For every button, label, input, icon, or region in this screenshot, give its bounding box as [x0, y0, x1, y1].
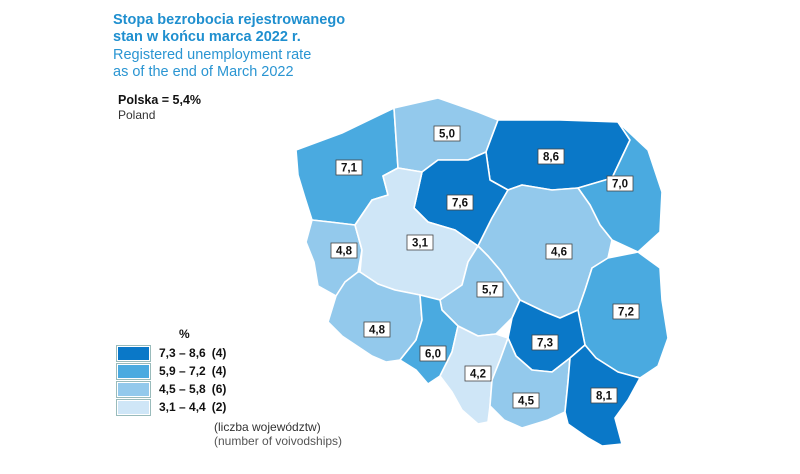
- value-label-malopolskie: 4,5: [512, 392, 540, 409]
- legend-note-polish: (liczba województw): [214, 420, 321, 434]
- region-opolskie: [399, 294, 459, 385]
- legend-swatch: [116, 344, 151, 362]
- value-box-warminsko-mazurskie: [537, 148, 565, 165]
- value-box-pomorskie: [433, 125, 461, 142]
- country-name-english: Poland: [118, 108, 156, 122]
- map-title-english: Registered unemployment rate as of the e…: [113, 47, 413, 81]
- value-text-lubuskie: 4,8: [336, 246, 353, 258]
- map-title-polish: Stopa bezrobocia rejestrowanego stan w k…: [113, 12, 413, 46]
- value-label-lubuskie: 4,8: [330, 242, 358, 259]
- legend-swatch: [116, 380, 151, 398]
- value-box-kujawsko-pomorskie: [446, 194, 474, 211]
- value-box-opolskie: [419, 345, 447, 362]
- value-text-wielkopolskie: 3,1: [412, 238, 429, 250]
- value-labels: 7,1 5,0 8,6 7,0 7,6 4,8 3,1 4,6: [330, 125, 640, 409]
- value-box-podlaskie: [606, 175, 634, 192]
- legend-range: 5,9 – 7,2: [159, 364, 206, 378]
- legend-item: 4,5 – 5,8 (6): [116, 380, 227, 398]
- value-box-zachodniopomorskie: [335, 159, 363, 176]
- value-box-swietokrzyskie: [531, 334, 559, 351]
- value-box-lodzkie: [476, 281, 504, 298]
- value-box-wielkopolskie: [406, 234, 434, 251]
- title-polish-line-1: Stopa bezrobocia rejestrowanego: [113, 12, 346, 28]
- value-box-lubuskie: [330, 242, 358, 259]
- title-polish-line-2: stan w końcu marca 2022 r.: [113, 29, 301, 45]
- value-text-zachodniopomorskie: 7,1: [341, 163, 358, 175]
- value-text-slaskie: 4,2: [470, 369, 486, 381]
- value-box-podkarpackie: [590, 387, 618, 404]
- value-label-slaskie: 4,2: [464, 365, 492, 382]
- value-box-malopolskie: [512, 392, 540, 409]
- value-text-dolnoslaskie: 4,8: [369, 325, 386, 337]
- legend-item: 5,9 – 7,2 (4): [116, 362, 227, 380]
- legend-count: (6): [211, 382, 227, 396]
- value-label-pomorskie: 5,0: [433, 125, 461, 142]
- value-label-lubelskie: 7,2: [612, 303, 640, 320]
- value-label-swietokrzyskie: 7,3: [531, 334, 559, 351]
- value-label-lodzkie: 5,7: [476, 281, 504, 298]
- value-label-dolnoslaskie: 4,8: [363, 321, 391, 338]
- value-box-slaskie: [464, 365, 492, 382]
- value-box-mazowieckie: [545, 243, 573, 260]
- legend-swatch: [116, 398, 151, 416]
- value-text-mazowieckie: 4,6: [551, 247, 567, 259]
- value-text-swietokrzyskie: 7,3: [537, 338, 553, 350]
- legend-range: 4,5 – 5,8: [159, 382, 206, 396]
- value-text-lodzkie: 5,7: [482, 285, 498, 297]
- value-text-warminsko-mazurskie: 8,6: [543, 152, 559, 164]
- legend-swatch: [116, 362, 151, 380]
- value-text-podlaskie: 7,0: [612, 179, 628, 191]
- value-text-opolskie: 6,0: [425, 349, 441, 361]
- value-label-wielkopolskie: 3,1: [406, 234, 434, 251]
- legend-range: 3,1 – 4,4: [159, 400, 206, 414]
- legend-count: (2): [211, 400, 227, 414]
- value-label-podlaskie: 7,0: [606, 175, 634, 192]
- value-label-opolskie: 6,0: [419, 345, 447, 362]
- value-text-pomorskie: 5,0: [439, 129, 455, 141]
- value-text-podkarpackie: 8,1: [596, 391, 613, 403]
- value-label-podkarpackie: 8,1: [590, 387, 618, 404]
- value-box-lubelskie: [612, 303, 640, 320]
- legend-count: (4): [211, 364, 227, 378]
- legend-count: (4): [211, 346, 227, 360]
- value-label-mazowieckie: 4,6: [545, 243, 573, 260]
- value-label-zachodniopomorskie: 7,1: [335, 159, 363, 176]
- value-label-warminsko-mazurskie: 8,6: [537, 148, 565, 165]
- value-text-kujawsko-pomorskie: 7,6: [452, 198, 468, 210]
- value-box-dolnoslaskie: [363, 321, 391, 338]
- country-rate-label: Polska = 5,4%: [118, 93, 202, 107]
- value-text-lubelskie: 7,2: [618, 307, 634, 319]
- legend-range: 7,3 – 8,6: [159, 346, 206, 360]
- title-english-line-2: as of the end of March 2022: [113, 64, 294, 80]
- legend-note-english: (number of voivodships): [214, 434, 343, 448]
- title-english-line-1: Registered unemployment rate: [113, 47, 312, 63]
- value-text-malopolskie: 4,5: [518, 396, 535, 408]
- legend-item: 7,3 – 8,6 (4): [116, 344, 227, 362]
- legend-unit: %: [179, 327, 190, 341]
- legend-item: 3,1 – 4,4 (2): [116, 398, 227, 416]
- value-label-kujawsko-pomorskie: 7,6: [446, 194, 474, 211]
